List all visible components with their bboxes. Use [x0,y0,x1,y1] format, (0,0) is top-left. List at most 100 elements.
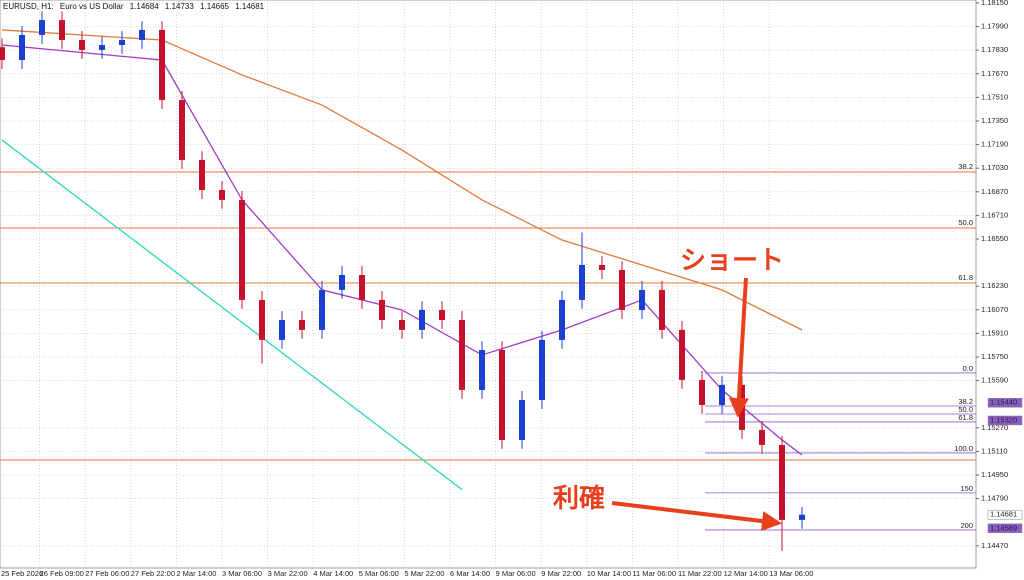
candle-body [419,309,425,330]
y-tick-label: 1.14950 [981,470,1008,479]
y-tick-label: 1.17190 [981,140,1008,149]
candle-body [439,309,445,320]
time-label: 12 Mar 14:00 [724,569,768,578]
candle-body [679,329,685,380]
time-label: 6 Mar 14:00 [450,569,490,578]
y-tick-label: 1.16550 [981,234,1008,243]
y-tick-label: 1.16070 [981,305,1008,314]
candle-body [139,29,145,40]
y-tick-label: 1.16230 [981,281,1008,290]
candle-body [459,319,465,390]
candle-body [499,349,505,440]
time-label: 25 Feb 2026 [1,569,43,578]
time-label: 5 Mar 06:00 [359,569,399,578]
time-label: 9 Mar 22:00 [541,569,581,578]
candle-body [299,319,305,330]
y-tick-label: 1.17670 [981,69,1008,78]
time-label: 13 Mar 06:00 [769,569,813,578]
y-tick-label: 1.18150 [981,0,1008,7]
indicator-line [1,139,463,491]
candle-body [599,264,605,270]
y-tick-label: 1.15910 [981,328,1008,337]
time-label: 4 Mar 14:00 [313,569,353,578]
fib-label: 200 [960,521,973,530]
candle-body [79,39,85,51]
fib-label: 61.8 [958,273,973,282]
candle-body [539,339,545,400]
y-tick-label: 1.16710 [981,210,1008,219]
annotation-arrow [611,501,782,532]
candle-body [19,34,25,61]
time-label: 5 Mar 22:00 [404,569,444,578]
time-label: 27 Feb 06:00 [85,569,129,578]
time-label: 9 Mar 06:00 [496,569,536,578]
candle-body [59,20,65,40]
candle-body [319,289,325,330]
candle-body [519,399,525,440]
fib-label: 50.0 [958,405,973,414]
candle-body [619,269,625,310]
price-box [987,523,1023,534]
candle-body [579,264,585,300]
ohlc-value: 1.14681 [235,2,265,11]
fib-label: 50.0 [958,218,973,227]
y-tick-label: 1.17030 [981,163,1008,172]
time-label: 26 Feb 09:00 [40,569,84,578]
candle-body [699,379,705,405]
time-label: 27 Feb 22:00 [131,569,175,578]
candle-body [779,444,785,520]
y-tick-label: 1.14470 [981,541,1008,550]
candle-body [239,199,245,300]
candle-body [379,299,385,320]
fib-label: 61.8 [958,413,973,422]
fib-label: 38.2 [958,162,973,171]
y-tick-label: 1.17350 [981,116,1008,125]
time-label: 10 Mar 14:00 [587,569,631,578]
plot-frame [0,0,977,569]
price-box [987,415,1023,426]
y-tick-label: 1.15270 [981,423,1008,432]
fib-label: 38.2 [958,397,973,406]
header: EURUSD, H1: Euro vs US Dollar 1.14684 1.… [3,2,268,11]
annotation: 利確 [553,483,605,513]
fib-label: 0.0 [963,364,973,373]
indicator-line [1,29,803,331]
time-label: 2 Mar 14:00 [176,569,216,578]
candle-body [119,39,125,45]
annotation-arrow [728,277,749,418]
time-label: 3 Mar 22:00 [268,569,308,578]
candle-body [39,20,45,35]
price-box-label: 1.15440 [990,398,1017,407]
y-tick-label: 1.14790 [981,494,1008,503]
candle-body [339,275,345,290]
candle-body [199,159,205,191]
price-box [987,398,1023,408]
price-box-label: 1.14681 [990,510,1017,519]
candle-body [159,29,165,101]
y-tick-label: 1.15750 [981,352,1008,361]
ohlc-value: 1.14733 [164,2,194,11]
y-tick-label: 1.17510 [981,92,1008,101]
y-tick-label: 1.17830 [981,45,1008,54]
time-label: 11 Mar 06:00 [632,569,676,578]
annotation: ショート [680,245,784,275]
candle-body [99,44,105,51]
candle-body [719,384,725,405]
candle-body [179,100,185,160]
symbol: EURUSD, H1: [3,2,54,11]
candle-body [799,514,805,520]
ohlc-value: 1.14684 [129,2,159,11]
time-label: 11 Mar 22:00 [678,569,722,578]
price-box-label: 1.15320 [990,415,1017,424]
candle-body [559,299,565,340]
candle-body [399,319,405,330]
description: Euro vs US Dollar [59,2,124,11]
candle-body [219,190,225,200]
candle-body [0,47,5,61]
ohlc-value: 1.14665 [200,2,229,11]
candle-body [639,289,645,310]
time-label: 3 Mar 06:00 [222,569,262,578]
candle-body [359,275,365,300]
